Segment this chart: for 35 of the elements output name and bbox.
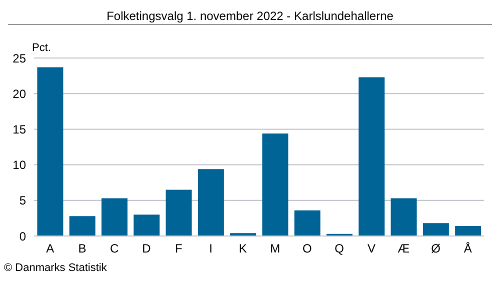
x-tick-label: F: [174, 242, 182, 256]
text: © Danmarks Statistik: [4, 262, 107, 274]
y-tick-label: 15: [12, 122, 26, 136]
bar: [455, 226, 482, 236]
bar: [390, 198, 417, 236]
x-tick-label: Ø: [431, 242, 440, 256]
x-tick-label: D: [142, 242, 152, 256]
bar: [422, 223, 449, 236]
bar: [358, 77, 385, 236]
x-tick-label: K: [238, 242, 247, 256]
y-tick-label: 10: [12, 158, 26, 172]
bar: [166, 190, 192, 236]
bar: [69, 216, 96, 236]
y-tick-label: 0: [19, 229, 26, 244]
x-tick-label: Å: [464, 242, 472, 256]
chart-title: Folketingsvalg 1. november 2022 - Karlslundehallerne: [8, 8, 492, 25]
x-tick-label: V: [367, 242, 376, 256]
x-tick-label: I: [209, 242, 212, 256]
x-tick-label: M: [270, 242, 280, 256]
y-tick-label: 5: [19, 194, 26, 208]
bar: [134, 214, 160, 236]
x-tick-label: Q: [334, 242, 344, 256]
x-tick-label: C: [110, 242, 120, 256]
bar: [262, 133, 288, 236]
x-tick-label: A: [46, 242, 54, 256]
bar: [198, 169, 224, 236]
y-axis-title: Pct.: [32, 42, 51, 54]
x-tick-label: O: [302, 242, 312, 256]
y-tick-label: 25: [12, 51, 26, 66]
bar: [37, 67, 64, 236]
x-tick-label: Æ: [398, 242, 410, 256]
x-tick-label: B: [78, 242, 86, 256]
bar: [294, 210, 320, 236]
bar: [102, 198, 128, 236]
y-tick-label: 20: [12, 86, 26, 101]
